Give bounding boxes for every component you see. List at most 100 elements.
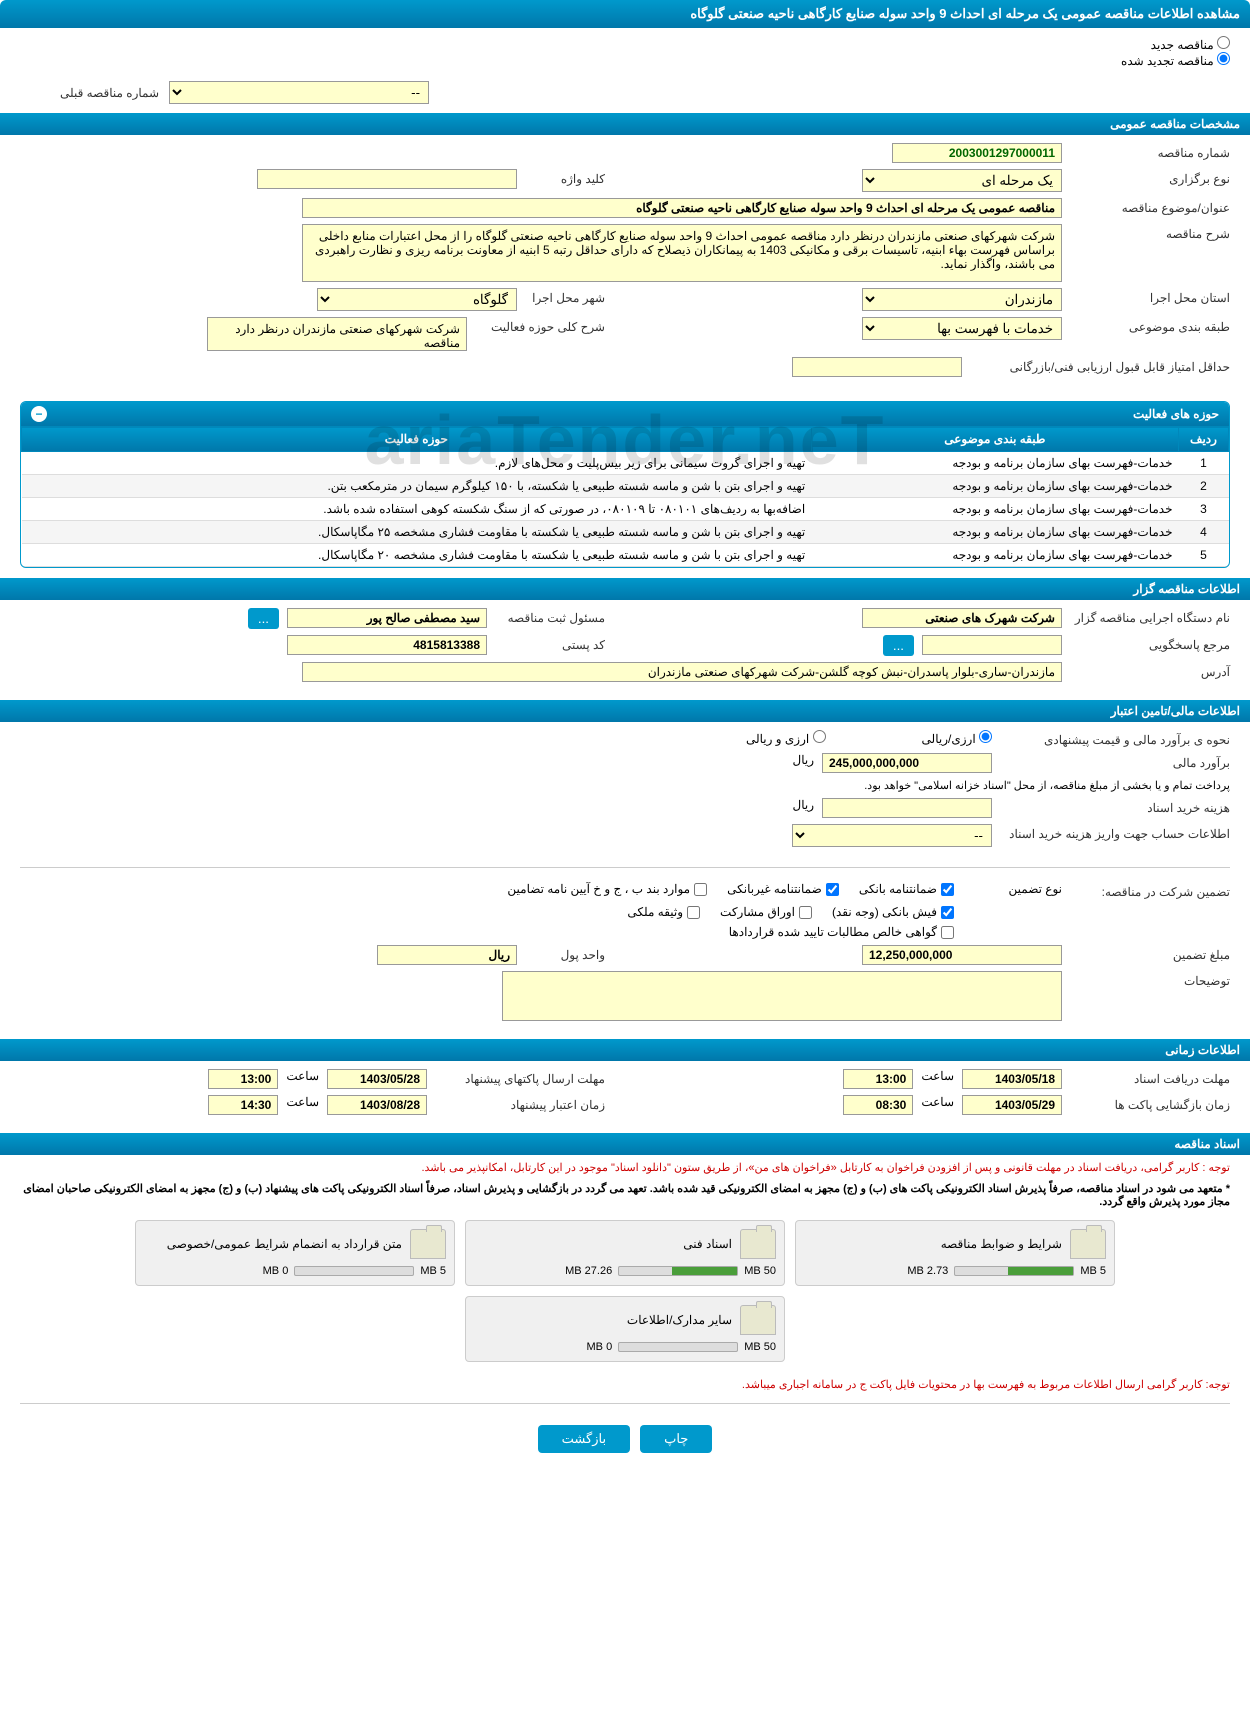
send-time[interactable] bbox=[208, 1069, 278, 1089]
response-more-button[interactable]: ... bbox=[883, 635, 914, 656]
category-select[interactable]: خدمات با فهرست بها bbox=[862, 317, 1062, 340]
progress-bar bbox=[294, 1266, 414, 1276]
open-time[interactable] bbox=[843, 1095, 913, 1115]
scope-textarea[interactable]: شرکت شهرکهای صنعتی مازندران درنظر دارد م… bbox=[207, 317, 467, 351]
prev-tender-label: شماره مناقصه قبلی bbox=[60, 86, 159, 100]
col-category: طبقه بندی موضوعی bbox=[811, 427, 1178, 452]
table-row: 1خدمات-فهرست بهای سازمان برنامه و بودجهت… bbox=[22, 452, 1229, 475]
col-row: ردیف bbox=[1179, 427, 1229, 452]
postal-input[interactable] bbox=[287, 635, 487, 655]
type-select[interactable]: یک مرحله ای bbox=[862, 169, 1062, 192]
gamount-input[interactable] bbox=[862, 945, 1062, 965]
doc-used: 0 MB bbox=[587, 1341, 613, 1353]
gnotes-label: توضیحات bbox=[1070, 971, 1230, 988]
chk-property[interactable]: وثیقه ملکی bbox=[627, 905, 700, 919]
doc-card[interactable]: متن قرارداد به انضمام شرایط عمومی/خصوصی5… bbox=[135, 1220, 455, 1286]
type-label: نوع برگزاری bbox=[1070, 169, 1230, 186]
section-organizer: اطلاعات مناقصه گزار bbox=[0, 578, 1250, 600]
table-row: 5خدمات-فهرست بهای سازمان برنامه و بودجهت… bbox=[22, 544, 1229, 567]
docs-note1: توجه : کاربر گرامی، دریافت اسناد در مهلت… bbox=[0, 1155, 1250, 1180]
keyword-input[interactable] bbox=[257, 169, 517, 189]
address-input[interactable] bbox=[302, 662, 1062, 682]
subject-label: عنوان/موضوع مناقصه bbox=[1070, 198, 1230, 215]
estimate-label: برآورد مالی bbox=[1000, 753, 1230, 770]
address-label: آدرس bbox=[1070, 662, 1230, 679]
doc-total: 50 MB bbox=[744, 1341, 776, 1353]
table-row: 3خدمات-فهرست بهای سازمان برنامه و بودجها… bbox=[22, 498, 1229, 521]
doc-card[interactable]: سایر مدارک/اطلاعات 50 MB 0 MB bbox=[465, 1296, 785, 1362]
guarantee-type-label: نوع تضمین bbox=[982, 882, 1062, 896]
send-label: مهلت ارسال پاکتهای پیشنهاد bbox=[435, 1069, 605, 1086]
receive-label: مهلت دریافت اسناد bbox=[1070, 1069, 1230, 1086]
doccost-label: هزینه خرید اسناد bbox=[1000, 798, 1230, 815]
org-input bbox=[862, 608, 1062, 628]
keyword-label: کلید واژه bbox=[525, 169, 605, 186]
method-label: نحوه ی برآورد مالی و قیمت پیشنهادی bbox=[1000, 730, 1230, 747]
section-timing: اطلاعات زمانی bbox=[0, 1039, 1250, 1061]
doc-used: 0 MB bbox=[263, 1265, 289, 1277]
minscore-label: حداقل امتیاز قابل قبول ارزیابی فنی/بازرگ… bbox=[970, 357, 1230, 374]
activities-title: حوزه های فعالیت bbox=[1133, 407, 1219, 421]
chk-securities[interactable]: اوراق مشارکت bbox=[720, 905, 812, 919]
receive-time[interactable] bbox=[843, 1069, 913, 1089]
minscore-input[interactable] bbox=[792, 357, 962, 377]
valid-date[interactable] bbox=[327, 1095, 427, 1115]
chk-bank[interactable]: ضمانتنامه بانکی bbox=[859, 882, 954, 896]
back-button[interactable]: بازگشت bbox=[538, 1425, 630, 1453]
chk-nonbank[interactable]: ضمانتنامه غیربانکی bbox=[727, 882, 839, 896]
progress-bar bbox=[618, 1342, 738, 1352]
scope-label: شرح کلی حوزه فعالیت bbox=[475, 317, 605, 334]
gnotes-textarea[interactable] bbox=[502, 971, 1062, 1021]
page-title: مشاهده اطلاعات مناقصه عمومی یک مرحله ای … bbox=[0, 0, 1250, 28]
doc-card[interactable]: اسناد فنی50 MB27.26 MB bbox=[465, 1220, 785, 1286]
responsible-more-button[interactable]: ... bbox=[248, 608, 279, 629]
activities-table: ردیف طبقه بندی موضوعی حوزه فعالیت 1خدمات… bbox=[21, 426, 1229, 567]
send-date[interactable] bbox=[327, 1069, 427, 1089]
desc-textarea[interactable]: شرکت شهرکهای صنعتی مازندران درنظر دارد م… bbox=[302, 224, 1062, 282]
doc-card[interactable]: شرایط و ضوابط مناقصه5 MB2.73 MB bbox=[795, 1220, 1115, 1286]
print-button[interactable]: چاپ bbox=[640, 1425, 712, 1453]
docs-note3: توجه: کاربر گرامی ارسال اطلاعات مربوط به… bbox=[0, 1372, 1250, 1397]
payment-note: پرداخت تمام و یا بخشی از مبلغ مناقصه، از… bbox=[864, 779, 1230, 792]
tender-no-label: شماره مناقصه bbox=[1070, 143, 1230, 160]
province-label: استان محل اجرا bbox=[1070, 288, 1230, 305]
doc-title: سایر مدارک/اطلاعات bbox=[474, 1313, 732, 1327]
folder-icon bbox=[740, 1229, 776, 1259]
receive-date[interactable] bbox=[962, 1069, 1062, 1089]
radio-new[interactable]: مناقصه جدید bbox=[1151, 38, 1230, 52]
valid-time[interactable] bbox=[208, 1095, 278, 1115]
org-label: نام دستگاه اجرایی مناقصه گزار bbox=[1070, 608, 1230, 625]
tender-no bbox=[892, 143, 1062, 163]
docs-note2: * متعهد می شود در اسناد مناقصه، صرفاً پذ… bbox=[0, 1180, 1250, 1210]
desc-label: شرح مناقصه bbox=[1070, 224, 1230, 241]
response-input[interactable] bbox=[922, 635, 1062, 655]
gamount-label: مبلغ تضمین bbox=[1070, 945, 1230, 962]
opt-rial[interactable]: ارزی/ریالی bbox=[922, 730, 992, 746]
activities-panel: حوزه های فعالیت − ردیف طبقه بندی موضوعی … bbox=[20, 401, 1230, 568]
prev-tender-select[interactable]: -- bbox=[169, 81, 429, 104]
account-select[interactable]: -- bbox=[792, 824, 992, 847]
chk-contracts[interactable]: گواهی خالص مطالبات تایید شده قراردادها bbox=[729, 925, 954, 939]
chk-regs[interactable]: موارد بند ب ، ج و خ آیین نامه تضامین bbox=[507, 882, 707, 896]
radio-renewed-label: مناقصه تجدید شده bbox=[1121, 54, 1214, 68]
table-row: 4خدمات-فهرست بهای سازمان برنامه و بودجهت… bbox=[22, 521, 1229, 544]
valid-label: زمان اعتبار پیشنهاد bbox=[435, 1095, 605, 1112]
estimate-input[interactable] bbox=[822, 753, 992, 773]
section-documents: اسناد مناقصه bbox=[0, 1133, 1250, 1155]
radio-new-label: مناقصه جدید bbox=[1151, 38, 1214, 52]
chk-cash[interactable]: فیش بانکی (وجه نقد) bbox=[832, 905, 954, 919]
postal-label: کد پستی bbox=[495, 635, 605, 652]
city-select[interactable]: گلوگاه bbox=[317, 288, 517, 311]
responsible-label: مسئول ثبت مناقصه bbox=[495, 608, 605, 625]
open-date[interactable] bbox=[962, 1095, 1062, 1115]
subject-input[interactable] bbox=[302, 198, 1062, 218]
doc-title: اسناد فنی bbox=[474, 1237, 732, 1251]
opt-both[interactable]: ارزی و ریالی bbox=[746, 730, 826, 746]
collapse-icon[interactable]: − bbox=[31, 406, 47, 422]
table-row: 2خدمات-فهرست بهای سازمان برنامه و بودجهت… bbox=[22, 475, 1229, 498]
radio-renewed[interactable]: مناقصه تجدید شده bbox=[1121, 54, 1230, 68]
province-select[interactable]: مازندران bbox=[862, 288, 1062, 311]
section-financial: اطلاعات مالی/تامین اعتبار bbox=[0, 700, 1250, 722]
response-label: مرجع پاسخگویی bbox=[1070, 635, 1230, 652]
doccost-input[interactable] bbox=[822, 798, 992, 818]
